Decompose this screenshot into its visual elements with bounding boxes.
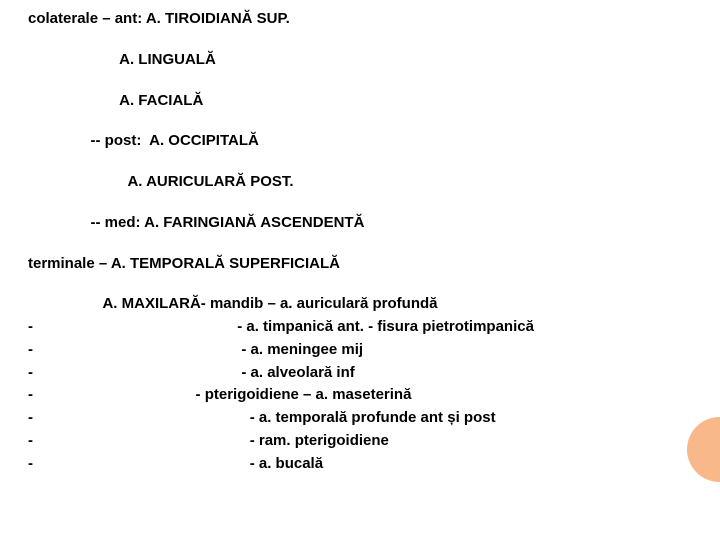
text-line: - - pterigoidiene – a. maseterină [28, 386, 698, 405]
text-line: A. FACIALĂ [28, 92, 698, 111]
text-line: - - a. alveolară inf [28, 364, 698, 383]
blank-line [28, 110, 698, 132]
text-line: - - a. timpanică ant. - fisura pietrotim… [28, 318, 698, 337]
text-line: A. LINGUALĂ [28, 51, 698, 70]
text-line: -- med: A. FARINGIANĂ ASCENDENTĂ [28, 214, 698, 233]
text-line: - - a. meningee mij [28, 341, 698, 360]
text-line: -- post: A. OCCIPITALĂ [28, 132, 698, 151]
text-line: terminale – A. TEMPORALĂ SUPERFICIALĂ [28, 255, 698, 274]
text-line: - - ram. pterigoidiene [28, 432, 698, 451]
blank-line [28, 29, 698, 51]
text-line: A. MAXILARĂ- mandib – a. auriculară prof… [28, 295, 698, 314]
blank-line [28, 192, 698, 214]
blank-line [28, 273, 698, 295]
document-body: colaterale – ant: A. TIROIDIANĂ SUP. A. … [28, 10, 698, 473]
text-line: A. AURICULARĂ POST. [28, 173, 698, 192]
blank-line [28, 233, 698, 255]
blank-line [28, 70, 698, 92]
text-line: colaterale – ant: A. TIROIDIANĂ SUP. [28, 10, 698, 29]
text-line: - - a. bucală [28, 455, 698, 474]
blank-line [28, 151, 698, 173]
text-line: - - a. temporală profunde ant și post [28, 409, 698, 428]
